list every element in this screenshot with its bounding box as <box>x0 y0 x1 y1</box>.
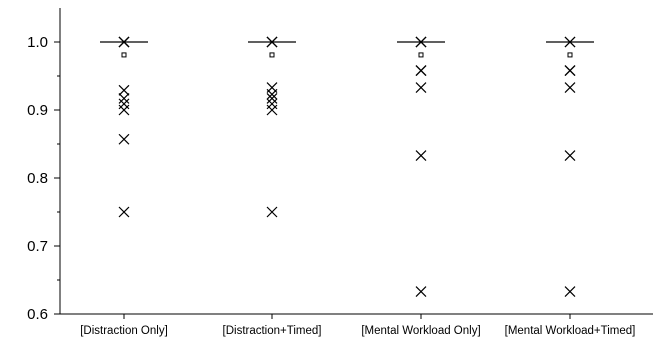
x-category-label: [Mental Workload+Timed] <box>505 325 636 337</box>
data-point-x-marker <box>564 36 576 48</box>
y-tick-label: 1.0 <box>27 34 48 51</box>
data-point-x-marker <box>118 36 130 48</box>
data-point-x-marker <box>564 65 576 76</box>
x-category-label: [Distraction Only] <box>80 325 168 337</box>
data-point-x-marker <box>415 82 427 93</box>
x-category-label: [Mental Workload Only] <box>361 325 480 337</box>
data-point-x-marker <box>118 133 130 145</box>
mean-square-marker <box>567 52 573 58</box>
y-tick-label: 0.7 <box>27 238 48 255</box>
data-point-x-marker <box>564 82 576 93</box>
data-point-x-marker <box>415 286 427 297</box>
y-tick-label: 0.8 <box>27 170 48 187</box>
data-point-x-marker <box>266 98 278 110</box>
data-point-x-marker <box>118 98 130 110</box>
data-point-x-marker <box>266 93 278 104</box>
data-point-x-marker <box>118 104 130 116</box>
data-point-x-marker <box>266 104 278 116</box>
mean-square-marker <box>418 52 424 58</box>
data-point-x-marker <box>118 84 130 96</box>
data-point-x-marker <box>415 36 427 48</box>
data-point-x-marker <box>118 93 130 104</box>
data-point-x-marker <box>266 36 278 48</box>
y-tick-label: 0.9 <box>27 102 48 119</box>
data-point-x-marker <box>564 286 576 297</box>
mean-square-marker <box>269 52 275 58</box>
data-point-x-marker <box>415 150 427 161</box>
data-point-x-marker <box>415 65 427 76</box>
x-category-label: [Distraction+Timed] <box>223 325 322 337</box>
data-point-x-marker <box>266 206 278 218</box>
y-tick-label: 0.6 <box>27 306 48 323</box>
mean-square-marker <box>121 52 127 58</box>
data-point-x-marker <box>118 206 130 218</box>
data-point-x-marker <box>266 88 278 100</box>
data-point-x-marker <box>564 150 576 161</box>
